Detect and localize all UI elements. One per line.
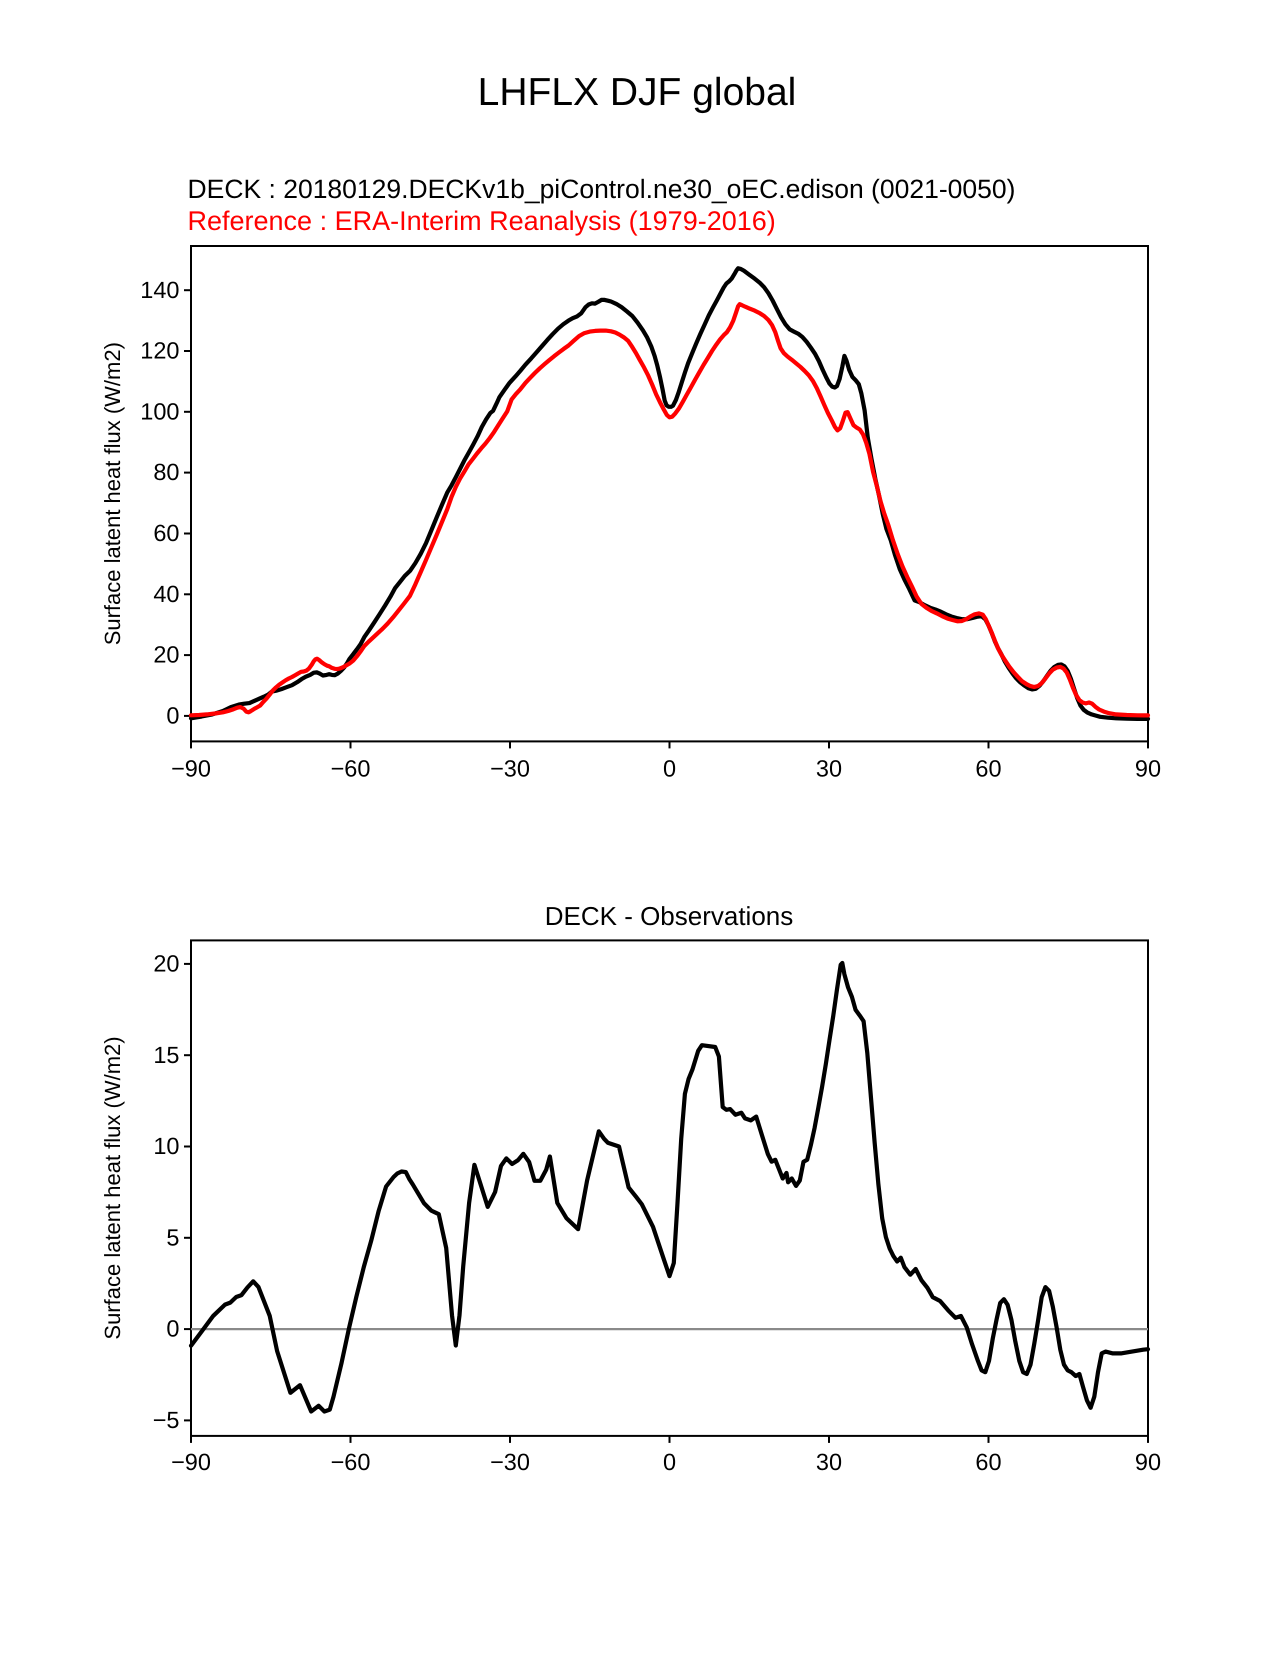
svg-text:60: 60 [975,756,1001,782]
svg-text:20: 20 [153,951,179,977]
svg-text:0: 0 [663,756,676,782]
svg-text:20: 20 [153,642,179,668]
svg-text:0: 0 [166,1316,179,1342]
svg-text:Surface latent heat flux (W/m2: Surface latent heat flux (W/m2) [100,1036,125,1339]
svg-text:15: 15 [153,1042,179,1068]
svg-text:Reference : ERA-Interim Reanal: Reference : ERA-Interim Reanalysis (1979… [188,206,776,236]
svg-text:−5: −5 [153,1407,180,1433]
svg-text:90: 90 [1135,756,1161,782]
svg-text:−60: −60 [331,756,371,782]
svg-text:60: 60 [975,1449,1001,1475]
svg-text:80: 80 [153,459,179,485]
svg-text:60: 60 [153,520,179,546]
svg-text:90: 90 [1135,1449,1161,1475]
svg-text:120: 120 [140,338,179,364]
svg-text:100: 100 [140,398,179,424]
svg-text:10: 10 [153,1133,179,1159]
svg-text:140: 140 [140,277,179,303]
svg-text:30: 30 [816,1449,842,1475]
svg-text:LHFLX DJF global: LHFLX DJF global [478,71,797,114]
svg-text:−60: −60 [331,1449,371,1475]
svg-text:−90: −90 [171,756,211,782]
svg-text:30: 30 [816,756,842,782]
svg-text:0: 0 [663,1449,676,1475]
svg-text:−90: −90 [171,1449,211,1475]
svg-text:40: 40 [153,581,179,607]
svg-text:−30: −30 [490,1449,530,1475]
svg-text:0: 0 [166,703,179,729]
svg-text:5: 5 [166,1224,179,1250]
svg-text:Surface latent heat flux (W/m2: Surface latent heat flux (W/m2) [100,342,125,645]
svg-text:DECK - Observations: DECK - Observations [545,901,794,931]
svg-text:DECK : 20180129.DECKv1b_piCont: DECK : 20180129.DECKv1b_piControl.ne30_o… [188,174,1016,204]
svg-text:−30: −30 [490,756,530,782]
